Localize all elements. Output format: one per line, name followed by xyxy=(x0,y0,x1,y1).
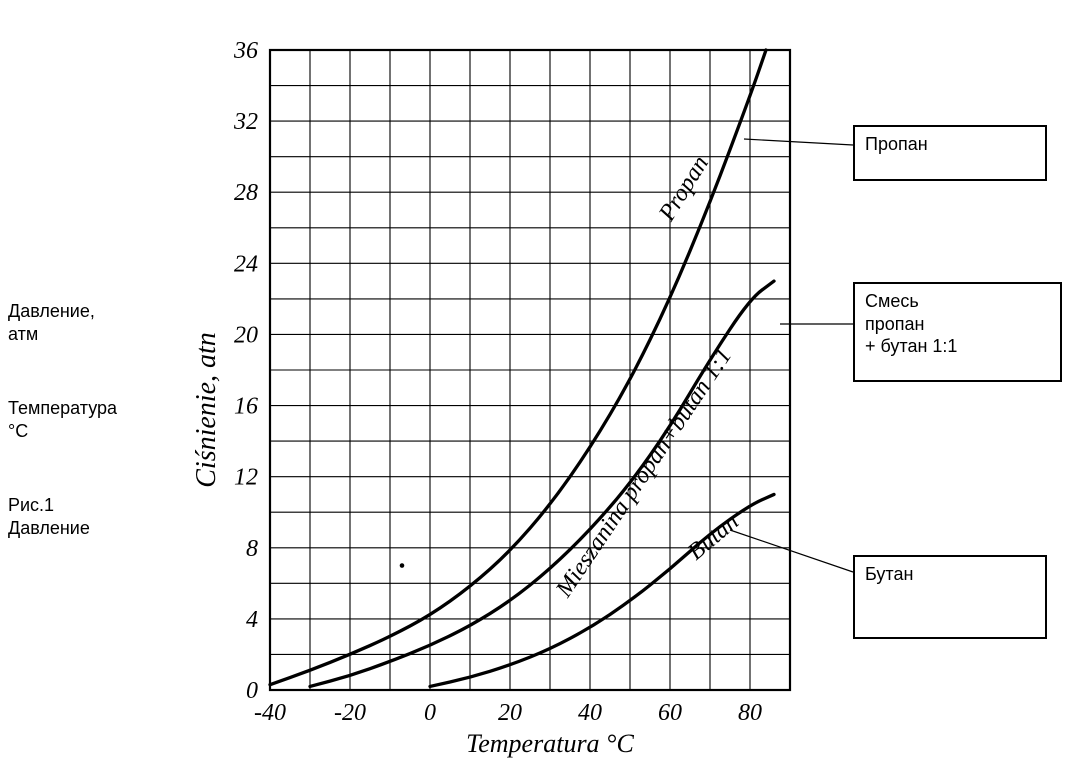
svg-text:-20: -20 xyxy=(334,700,366,726)
callout-propan: Пропан xyxy=(853,125,1047,181)
svg-text:Ciśnienie, atn: Ciśnienie, atn xyxy=(191,332,222,488)
svg-text:20: 20 xyxy=(234,322,258,348)
callout-mix-text: Смесьпропан+ бутан 1:1 xyxy=(865,291,957,356)
svg-text:80: 80 xyxy=(738,700,762,726)
svg-text:12: 12 xyxy=(234,465,258,491)
svg-text:28: 28 xyxy=(234,180,258,206)
left-labels-block: Давление,атм Температура°C Рис.1Давление xyxy=(8,300,168,590)
left-label-figure: Рис.1Давление xyxy=(8,494,168,541)
svg-text:40: 40 xyxy=(578,700,602,726)
svg-text:20: 20 xyxy=(498,700,522,726)
svg-text:-40: -40 xyxy=(254,700,286,726)
svg-text:Temperatura °C: Temperatura °C xyxy=(466,729,634,758)
left-label-temperature: Температура°C xyxy=(8,397,168,444)
svg-text:32: 32 xyxy=(233,109,258,135)
callout-butan: Бутан xyxy=(853,555,1047,639)
svg-text:16: 16 xyxy=(234,394,258,420)
callout-butan-text: Бутан xyxy=(865,564,913,584)
pressure-temperature-chart: 04812162024283236-40-20020406080Ciśnieni… xyxy=(180,20,840,760)
svg-text:4: 4 xyxy=(246,607,258,633)
callout-mix: Смесьпропан+ бутан 1:1 xyxy=(853,282,1062,382)
svg-text:24: 24 xyxy=(234,251,258,277)
svg-text:60: 60 xyxy=(658,700,682,726)
chart-container: 04812162024283236-40-20020406080Ciśnieni… xyxy=(180,20,840,760)
svg-text:8: 8 xyxy=(246,536,258,562)
left-label-pressure: Давление,атм xyxy=(8,300,168,347)
figure-root: Давление,атм Температура°C Рис.1Давление… xyxy=(0,0,1079,779)
svg-text:36: 36 xyxy=(233,38,258,64)
callout-propan-text: Пропан xyxy=(865,134,928,154)
svg-text:0: 0 xyxy=(424,700,436,726)
